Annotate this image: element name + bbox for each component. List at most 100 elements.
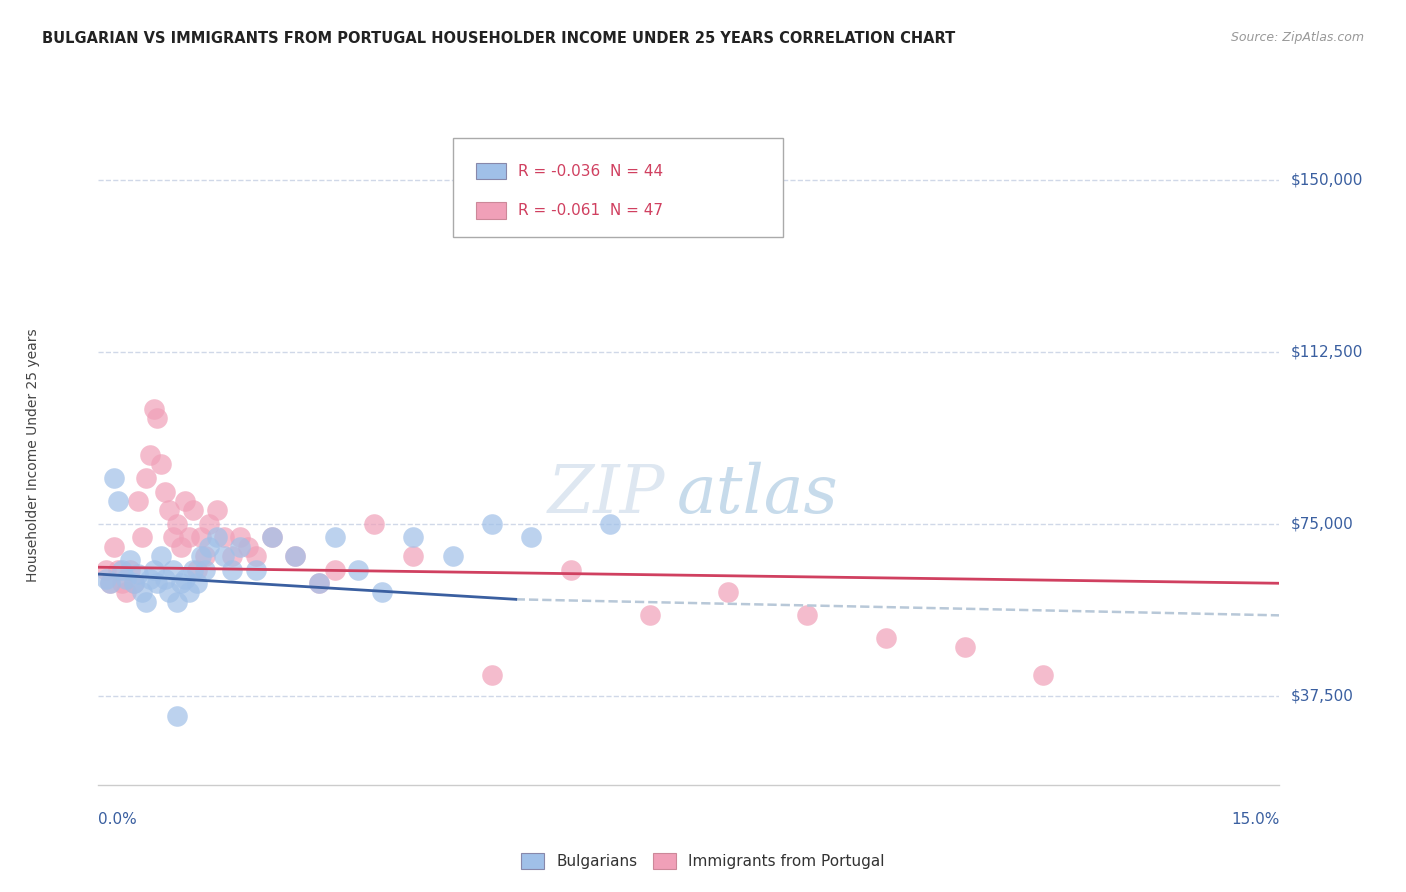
Point: [96, 562, 118, 576]
Point: [190, 549, 212, 563]
Point: [214, 530, 236, 544]
Text: 0.0%: 0.0%: [98, 813, 138, 828]
Text: $37,500: $37,500: [1291, 688, 1354, 703]
Point: [638, 608, 661, 623]
Point: [107, 493, 129, 508]
Point: [166, 594, 188, 608]
Text: Source: ZipAtlas.com: Source: ZipAtlas.com: [1230, 31, 1364, 45]
Point: [138, 448, 160, 462]
Point: [481, 516, 503, 531]
Point: [142, 402, 165, 417]
Point: [441, 549, 464, 563]
Point: [221, 549, 243, 563]
Point: [181, 562, 204, 576]
Point: [96, 572, 118, 586]
Point: [177, 585, 200, 599]
Point: [135, 471, 157, 485]
Point: [1032, 668, 1054, 682]
Point: [323, 530, 346, 544]
Point: [103, 540, 125, 554]
Text: $112,500: $112,500: [1291, 344, 1362, 359]
Point: [135, 594, 157, 608]
Point: [875, 632, 897, 646]
Point: [717, 585, 740, 599]
Point: [142, 562, 165, 576]
Point: [166, 516, 188, 531]
Text: ZIP: ZIP: [548, 462, 665, 527]
Point: [481, 668, 503, 682]
Point: [122, 576, 145, 591]
Point: [107, 562, 129, 576]
Point: [402, 549, 425, 563]
Point: [205, 530, 228, 544]
Point: [111, 562, 134, 576]
Text: atlas: atlas: [678, 462, 839, 527]
Point: [308, 576, 330, 591]
Point: [98, 576, 121, 591]
Point: [363, 516, 385, 531]
Point: [186, 562, 208, 576]
Point: [599, 516, 621, 531]
Point: [284, 549, 307, 563]
Text: R = -0.061  N = 47: R = -0.061 N = 47: [517, 203, 662, 219]
Point: [146, 576, 169, 591]
Point: [122, 576, 145, 591]
Point: [155, 572, 177, 586]
Point: [127, 493, 149, 508]
Text: $150,000: $150,000: [1291, 172, 1362, 187]
Text: BULGARIAN VS IMMIGRANTS FROM PORTUGAL HOUSEHOLDER INCOME UNDER 25 YEARS CORRELAT: BULGARIAN VS IMMIGRANTS FROM PORTUGAL HO…: [42, 31, 956, 46]
Point: [131, 585, 153, 599]
Point: [190, 530, 212, 544]
Point: [197, 540, 219, 554]
Point: [560, 562, 582, 576]
Point: [284, 549, 307, 563]
Point: [194, 562, 217, 576]
Point: [115, 585, 138, 599]
Point: [229, 540, 252, 554]
Point: [150, 549, 173, 563]
Point: [347, 562, 370, 576]
Point: [214, 549, 236, 563]
Point: [186, 576, 208, 591]
Point: [245, 549, 267, 563]
FancyBboxPatch shape: [477, 202, 506, 219]
Point: [157, 503, 180, 517]
Point: [174, 572, 197, 586]
Point: [245, 562, 267, 576]
Text: 15.0%: 15.0%: [1232, 813, 1279, 828]
FancyBboxPatch shape: [453, 138, 783, 237]
Point: [260, 530, 283, 544]
Point: [150, 457, 173, 471]
Point: [162, 562, 184, 576]
Point: [371, 585, 394, 599]
Point: [402, 530, 425, 544]
Point: [197, 516, 219, 531]
Point: [205, 503, 228, 517]
Point: [520, 530, 543, 544]
Point: [953, 640, 976, 655]
Point: [796, 608, 818, 623]
Point: [170, 540, 193, 554]
Point: [221, 562, 243, 576]
Point: [118, 553, 141, 567]
Point: [118, 562, 141, 576]
Point: [166, 709, 188, 723]
Point: [194, 549, 217, 563]
Point: [308, 576, 330, 591]
Point: [236, 540, 259, 554]
Point: [229, 530, 252, 544]
Legend: Bulgarians, Immigrants from Portugal: Bulgarians, Immigrants from Portugal: [515, 847, 891, 875]
Point: [103, 471, 125, 485]
Point: [157, 585, 180, 599]
Point: [170, 576, 193, 591]
Point: [131, 530, 153, 544]
FancyBboxPatch shape: [477, 163, 506, 179]
Point: [138, 572, 160, 586]
Point: [111, 576, 134, 591]
Point: [146, 411, 169, 425]
Point: [127, 567, 149, 582]
Point: [177, 530, 200, 544]
Text: $75,000: $75,000: [1291, 516, 1354, 531]
Point: [181, 503, 204, 517]
Text: Householder Income Under 25 years: Householder Income Under 25 years: [27, 328, 41, 582]
